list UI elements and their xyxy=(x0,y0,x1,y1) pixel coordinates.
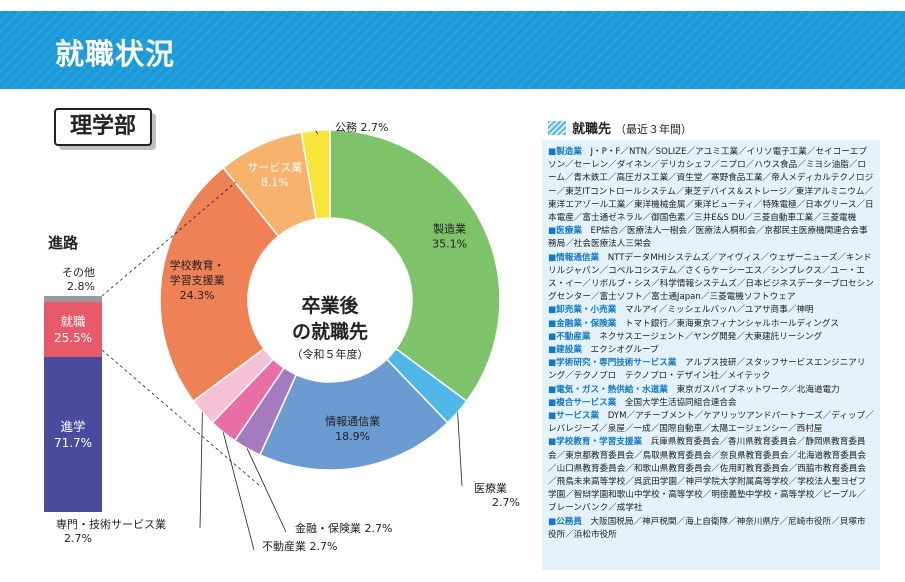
slice-pct-label: 2.7% xyxy=(360,121,389,134)
employer-names: NTTデータMHIシステムズ／アイヴィス／ウェザーニューズ／キンドリルジャパン／… xyxy=(548,252,874,303)
employers-title: 就職先 xyxy=(572,122,612,137)
slice-leader-line xyxy=(246,448,287,533)
slice-external-label: 医療業 2.7% xyxy=(474,480,520,509)
slice-name-label: 学校教育・ xyxy=(170,258,225,272)
slice-pct-label: 2.7% xyxy=(492,496,520,509)
slice-leader-line xyxy=(199,412,203,529)
pie-slice-7 xyxy=(159,166,280,403)
employer-names: 全国大学生活協同組合連合会 xyxy=(616,397,737,408)
slice-name-label: 情報通信業 xyxy=(325,415,380,428)
employer-entry: 複合サービス業 全国大学生活協同組合連合会 xyxy=(548,397,874,410)
employer-names: DYM／アチーブメント／ケアリッツアンドパートナーズ／ディップ／レバレジーズ／泉… xyxy=(548,411,874,435)
employer-category: 学術研究・専門技術サービス業 xyxy=(548,358,676,368)
slice-name-label: 学習支援業 xyxy=(170,273,225,287)
employer-category: 公務員 xyxy=(548,517,582,527)
slice-name-label: 専門・技術サービス業 xyxy=(56,518,166,531)
employer-entry: 学校教育・学習支援業 兵庫県教育委員会／香川県教育委員会／静岡県教育委員会／東京… xyxy=(548,436,874,515)
bar-segment-go: 進学 71.7% xyxy=(44,357,102,512)
job-label: 就職 xyxy=(60,313,86,329)
employers-heading: 就職先 （最近３年間） xyxy=(548,118,692,137)
employers-subtitle: （最近３年間） xyxy=(615,123,693,136)
employer-entry: 電気・ガス・熱供給・水道業 東京ガスパイプネットワーク／北海道電力 xyxy=(548,384,874,397)
slice-leader-line xyxy=(222,432,255,551)
employers-list: 製造業 J・P・F／NTN／SOLIZE／アユミ工業／イリソ電子工業／セイコーエ… xyxy=(548,146,874,542)
slice-name-label: 公務 xyxy=(335,121,361,134)
employer-category: 卸売業・小売業 xyxy=(548,305,616,315)
employer-category: 製造業 xyxy=(548,147,582,157)
pie-center-title-1: 卒業後 xyxy=(301,294,359,317)
slice-external-label: 金融・保険業 2.7% xyxy=(295,520,392,536)
slice-name-label: 金融・保険業 xyxy=(295,522,365,535)
bar-segment-job: 就職 25.5% xyxy=(44,302,102,358)
slice-pct-label: 8.1% xyxy=(261,176,289,189)
employer-category: 金融業・保険業 xyxy=(548,319,616,329)
slice-name-label: 不動産業 xyxy=(262,540,310,553)
page-title: 就職状況 xyxy=(55,37,176,71)
other-pct: 2.8% xyxy=(67,280,95,293)
slice-pct-label: 2.7% xyxy=(309,540,338,553)
department-label: 理学部 xyxy=(54,108,156,150)
employer-names: ネクサスエージェント／ヤング開発／大東建託リーシング xyxy=(590,331,823,342)
slice-external-label: 不動産業 2.7% xyxy=(262,538,337,554)
pie-slice-9 xyxy=(300,129,331,221)
employer-entry: 製造業 J・P・F／NTN／SOLIZE／アユミ工業／イリソ電子工業／セイコーエ… xyxy=(548,146,874,225)
go-label: 進学 xyxy=(60,418,86,434)
slice-external-label: 公務 2.7% xyxy=(335,119,388,135)
employer-names: 大阪国税局／神戸税関／海上自衛隊／神奈川県庁／尼崎市役所／貝塚市役所／浜松市役所 xyxy=(548,516,866,540)
slice-leader-line xyxy=(457,412,463,487)
employer-entry: 学術研究・専門技術サービス業 アルプス技研／スタッフサービスエンジニアリング／テ… xyxy=(548,357,874,383)
employer-category: サービス業 xyxy=(548,411,599,421)
slice-pct-label: 24.3% xyxy=(180,289,215,302)
employer-entry: 公務員 大阪国税局／神戸税関／海上自衛隊／神奈川県庁／尼崎市役所／貝塚市役所／浜… xyxy=(548,516,874,542)
employer-entry: 不動産業 ネクサスエージェント／ヤング開発／大東建託リーシング xyxy=(548,331,874,344)
employer-category: 複合サービス業 xyxy=(548,398,616,408)
slice-pct-label: 18.9% xyxy=(335,430,370,443)
pie-slice-3 xyxy=(258,358,449,471)
go-pct: 71.7% xyxy=(53,435,93,450)
hatch-icon xyxy=(548,121,566,135)
employer-category: 医療業 xyxy=(548,226,582,236)
zoom-leader-bottom xyxy=(101,349,261,487)
slice-pct-label: 2.7% xyxy=(64,532,92,545)
employer-entry: 建設業 エクシオグループ xyxy=(548,344,874,357)
slice-name-label: 製造業 xyxy=(433,222,466,236)
employer-entry: 卸売業・小売業 マルアイ／ミッシェルバッハ／ユアサ商事／神明 xyxy=(548,304,874,317)
employer-names: 東京ガスパイプネットワーク／北海道電力 xyxy=(667,384,840,395)
employer-names: EP綜合／医療法人一樹会／医療法人桐和会／京都民主医療機関連合会事務局／社会医療… xyxy=(548,226,868,250)
employer-category: 学校教育・学習支援業 xyxy=(548,437,642,447)
employer-names: アルプス技研／スタッフサービスエンジニアリング／テクノプロ テクノプロ・デザイン… xyxy=(548,358,866,382)
job-pct: 25.5% xyxy=(53,330,93,345)
employers-panel xyxy=(542,140,880,570)
employer-names: エクシオグループ xyxy=(581,345,659,356)
employer-names: J・P・F／NTN／SOLIZE／アユミ工業／イリソ電子工業／セイコーエプソン／… xyxy=(548,147,874,224)
employer-category: 電気・ガス・熱供給・水道業 xyxy=(548,385,668,395)
career-stacked-bar: 就職 25.5% 進学 71.7% xyxy=(44,296,102,512)
zoom-leader-top xyxy=(101,181,237,297)
employer-entry: 金融業・保険業 トマト銀行／東海東京フィナンシャルホールディングス xyxy=(548,318,874,331)
pie-center-title-2: の就職先 xyxy=(292,320,368,343)
employer-entry: 医療業 EP綜合／医療法人一樹会／医療法人桐和会／京都民主医療機関連合会事務局／… xyxy=(548,225,874,251)
other-label: その他 xyxy=(62,266,95,279)
employer-category: 情報通信業 xyxy=(548,253,599,263)
employer-names: トマト銀行／東海東京フィナンシャルホールディングス xyxy=(616,318,839,329)
pie-center-sub: （令和５年度） xyxy=(292,347,369,361)
career-title: 進路 xyxy=(48,234,79,252)
slice-name-label: サービス業 xyxy=(247,161,302,174)
employer-entry: 情報通信業 NTTデータMHIシステムズ／アイヴィス／ウェザーニューズ／キンドリ… xyxy=(548,252,874,305)
slice-pct-label: 2.7% xyxy=(364,522,393,535)
slice-external-label: 専門・技術サービス業 2.7% xyxy=(56,516,166,545)
bar-segment-other xyxy=(44,296,102,303)
employer-category: 不動産業 xyxy=(548,332,591,342)
header-banner: 就職状況 xyxy=(0,11,905,89)
slice-leader-line xyxy=(315,130,319,135)
slice-pct-label: 35.1% xyxy=(432,238,467,251)
employer-category: 建設業 xyxy=(548,345,582,355)
employer-names: 兵庫県教育委員会／香川県教育委員会／静岡県教育委員会／東京都教育委員会／鳥取県教… xyxy=(548,437,866,514)
slice-name-label: 医療業 xyxy=(474,482,507,495)
pie-slice-1 xyxy=(329,129,501,403)
employer-names: マルアイ／ミッシェルバッハ／ユアサ商事／神明 xyxy=(616,305,814,316)
employer-entry: サービス業 DYM／アチーブメント／ケアリッツアンドパートナーズ／ディップ／レバ… xyxy=(548,410,874,436)
